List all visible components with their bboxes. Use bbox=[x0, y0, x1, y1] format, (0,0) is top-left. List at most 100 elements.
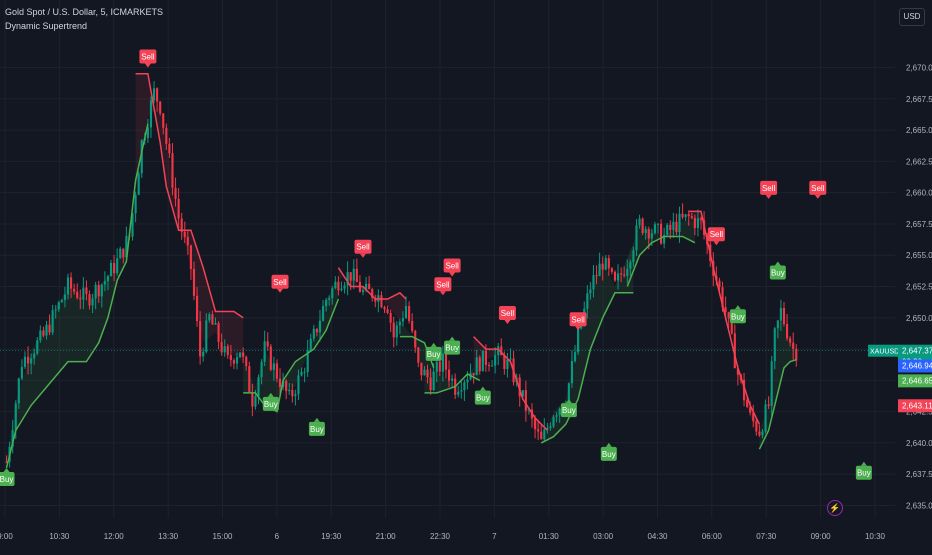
candle-body bbox=[678, 213, 681, 232]
candle-body bbox=[42, 330, 45, 336]
time-tick-label: 19:30 bbox=[321, 532, 342, 541]
candle-body bbox=[598, 263, 601, 277]
candle-body bbox=[217, 323, 220, 342]
candle-body bbox=[669, 224, 672, 231]
candle-body bbox=[297, 375, 300, 395]
candle-body bbox=[60, 300, 63, 303]
candle-body bbox=[383, 307, 386, 310]
time-tick-label: 7 bbox=[492, 532, 497, 541]
time-tick-label: 21:00 bbox=[376, 532, 397, 541]
signal-box bbox=[444, 340, 461, 355]
signal-pointer bbox=[565, 399, 572, 404]
supertrend-segment bbox=[688, 210, 761, 425]
candle-body bbox=[764, 404, 767, 432]
sell-signal: Sell bbox=[760, 180, 778, 199]
candle-body bbox=[408, 306, 411, 321]
green-price-tag: 2,646.65 bbox=[898, 374, 932, 388]
candle-body bbox=[641, 218, 644, 234]
supertrend-fill bbox=[6, 73, 797, 468]
signal-box bbox=[769, 265, 786, 280]
candle-body bbox=[616, 273, 620, 281]
candle-body bbox=[334, 281, 337, 289]
time-tick-label: 07:30 bbox=[756, 532, 777, 541]
indicator-title[interactable]: Dynamic Supertrend bbox=[5, 21, 88, 31]
candle-body bbox=[546, 427, 549, 430]
signal-pointer bbox=[765, 194, 772, 199]
candle-body bbox=[395, 325, 398, 338]
candle-body bbox=[45, 324, 48, 336]
candle-body bbox=[457, 391, 460, 395]
candle-body bbox=[552, 416, 555, 427]
candle-body bbox=[653, 224, 656, 234]
sell-signal: Sell bbox=[569, 312, 587, 331]
candle-body bbox=[742, 379, 746, 401]
buy-signal: Buy bbox=[769, 261, 786, 280]
time-axis[interactable]: 9:00 10:30 12:00 13:30 15:00 6 19:30 21:00 22:30… bbox=[0, 532, 886, 541]
candle-body bbox=[91, 298, 94, 306]
candle-body bbox=[733, 333, 736, 369]
candle-body bbox=[767, 404, 770, 406]
candle-body bbox=[401, 317, 405, 322]
candle-body bbox=[558, 408, 561, 416]
candle-body bbox=[352, 268, 355, 281]
candle-body bbox=[346, 272, 349, 286]
candle-body bbox=[285, 380, 288, 392]
candle-body bbox=[20, 366, 23, 379]
candle-body bbox=[340, 288, 343, 291]
buy-signal: Buy bbox=[855, 461, 872, 480]
candle-body bbox=[119, 248, 122, 259]
candle-body bbox=[540, 431, 543, 440]
signal-label: Sell bbox=[710, 230, 724, 239]
signal-pointer bbox=[814, 194, 821, 199]
candle-body bbox=[696, 218, 700, 229]
trend-fill-area bbox=[541, 242, 634, 443]
signal-label: Sell bbox=[356, 243, 370, 252]
candle-body bbox=[460, 390, 463, 392]
trend-fill-area bbox=[759, 320, 797, 450]
symbol-title[interactable]: Gold Spot / U.S. Dollar, 5, ICMARKETS bbox=[5, 7, 164, 17]
signal-label: Buy bbox=[264, 400, 278, 409]
red-price-tag: 2,643.11 bbox=[898, 399, 932, 413]
candle-body bbox=[125, 236, 128, 258]
candle-body bbox=[398, 321, 401, 326]
tag-text: 2,647.37 bbox=[902, 347, 932, 356]
trend-fill-area bbox=[243, 280, 339, 412]
candle-body bbox=[426, 369, 429, 378]
candle-body bbox=[303, 371, 306, 373]
candle-body bbox=[11, 430, 14, 447]
candle-body bbox=[481, 350, 484, 372]
candle-body bbox=[263, 341, 266, 362]
price-axis[interactable]: 2,670.00 2,667.50 2,665.00 2,662.50 2,660.00… bbox=[906, 64, 932, 511]
candle-body bbox=[672, 221, 675, 231]
candle-body bbox=[79, 298, 82, 300]
candle-body bbox=[374, 297, 377, 302]
candle-body bbox=[5, 461, 8, 463]
time-tick-label: 22:30 bbox=[430, 532, 451, 541]
candle-body bbox=[749, 407, 752, 413]
candle-body bbox=[54, 309, 57, 311]
candle-body bbox=[484, 350, 487, 365]
candle-body bbox=[730, 318, 733, 334]
candle-body bbox=[113, 262, 116, 274]
candle-body bbox=[441, 353, 444, 372]
time-tick-label: 10:30 bbox=[49, 532, 70, 541]
currency-button[interactable]: USD bbox=[899, 8, 925, 26]
signal-label: Sell bbox=[141, 53, 155, 62]
candle-body bbox=[312, 328, 315, 339]
candle-body bbox=[389, 313, 392, 323]
supertrend-segment bbox=[135, 73, 244, 319]
buy-signal: Buy bbox=[444, 336, 461, 355]
candle-body bbox=[260, 361, 263, 378]
candle-body bbox=[226, 346, 229, 355]
candle-body bbox=[699, 218, 703, 221]
candle-body bbox=[269, 346, 272, 370]
candle-body bbox=[586, 293, 589, 309]
candle-body bbox=[66, 277, 70, 295]
lightning-icon[interactable]: ⚡ bbox=[827, 500, 843, 516]
time-tick-label: 01:30 bbox=[539, 532, 560, 541]
signal-box bbox=[560, 403, 577, 418]
signal-label: Buy bbox=[476, 394, 490, 403]
candle-body bbox=[109, 262, 113, 277]
